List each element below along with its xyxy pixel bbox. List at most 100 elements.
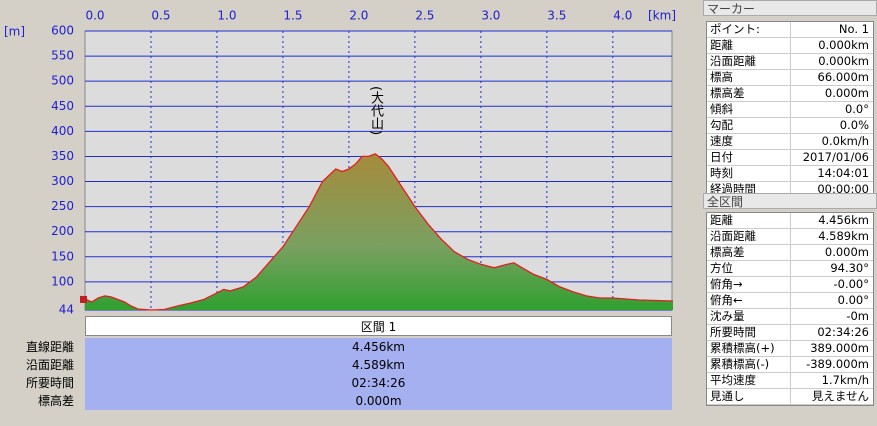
y-tick-label: 100	[51, 274, 74, 288]
row-label: 見通し	[707, 389, 791, 404]
row-label: 累積標高(+)	[707, 341, 791, 356]
x-tick-label: 1.0	[217, 9, 236, 23]
peak-annotation: (大代山)	[368, 86, 383, 136]
row-value: 0.0%	[839, 118, 869, 132]
section-row: 標高差 0.000m	[0, 392, 672, 410]
y-tick-label: 200	[51, 224, 74, 238]
table-row: 俯角← 0.00°	[707, 293, 873, 309]
row-value: 02:34:26	[85, 374, 672, 392]
table-row: 見通し 見えません	[707, 389, 873, 405]
x-axis-label: [km]	[648, 9, 676, 23]
row-label: 累積標高(-)	[707, 357, 791, 372]
marker-header: マーカー	[703, 0, 877, 16]
row-value: 94.30°	[830, 261, 869, 275]
row-label: 標高	[707, 70, 791, 85]
table-row: 距離 0.000km	[707, 38, 873, 54]
row-label: 沈み量	[707, 309, 791, 324]
table-row: 速度 0.0km/h	[707, 134, 873, 150]
row-label: 俯角→	[707, 277, 791, 292]
row-label: 標高差	[707, 86, 791, 101]
row-value: 1.7km/h	[821, 373, 869, 387]
row-value: No. 1	[838, 22, 869, 36]
table-row: 傾斜 0.0°	[707, 102, 873, 118]
table-row: 平均速度 1.7km/h	[707, 373, 873, 389]
table-row: 標高差 0.000m	[707, 86, 873, 102]
row-label: 距離	[707, 38, 791, 53]
row-label: 俯角←	[707, 293, 791, 308]
row-value: 見えません	[811, 389, 869, 403]
section-row: 沿面距離 4.589km	[0, 356, 672, 374]
table-row: 時刻 14:04:01	[707, 166, 873, 182]
row-value: 0.000km	[818, 54, 869, 68]
table-row: 沿面距離 0.000km	[707, 54, 873, 70]
row-value: 02:34:26	[817, 325, 869, 339]
y-axis-label: [m]	[4, 25, 25, 39]
row-value: 4.589km	[818, 229, 869, 243]
section-title: 区間 1	[85, 316, 672, 336]
marker-table: ポイント: No. 1 距離 0.000km 沿面距離 0.000km 標高 66.000m 標…	[706, 21, 874, 199]
table-row: 標高差 0.000m	[707, 245, 873, 261]
row-label: 経過時間	[707, 182, 791, 197]
row-label: 沿面距離	[707, 229, 791, 244]
table-row: 日付 2017/01/06	[707, 150, 873, 166]
x-tick-label: 2.5	[415, 9, 434, 23]
table-row: 沿面距離 4.589km	[707, 229, 873, 245]
table-row: ポイント: No. 1	[707, 22, 873, 38]
profile-line	[84, 153, 674, 311]
y-tick-label: 550	[51, 49, 74, 63]
row-value: 389.000m	[810, 341, 869, 355]
row-label: 方位	[707, 261, 791, 276]
row-label: 標高差	[37, 394, 74, 408]
row-value: 0.00°	[837, 293, 869, 307]
total-table: 距離 4.456km 沿面距離 4.589km 標高差 0.000m 方位 94.30° 俯角→…	[706, 212, 874, 406]
table-row: 累積標高(+) 389.000m	[707, 341, 873, 357]
row-label: 沿面距離	[707, 54, 791, 69]
y-tick-label: 300	[51, 174, 74, 188]
x-tick-label: 1.5	[283, 9, 302, 23]
table-row: 沈み量 -0m	[707, 309, 873, 325]
table-row: 俯角→ -0.00°	[707, 277, 873, 293]
table-row: 累積標高(-) -389.000m	[707, 357, 873, 373]
row-value: 0.000m	[85, 392, 672, 410]
table-row: 所要時間 02:34:26	[707, 325, 873, 341]
row-value: -0.00°	[833, 277, 869, 291]
row-label: 勾配	[707, 118, 791, 133]
y-tick-label: 44	[59, 303, 74, 317]
row-value: 0.000m	[824, 245, 869, 259]
row-value: 4.456km	[818, 213, 869, 227]
row-value: 0.000m	[824, 86, 869, 100]
x-tick-label: 3.0	[481, 9, 500, 23]
row-value: 00:00:00	[817, 182, 869, 196]
y-tick-label: 250	[51, 199, 74, 213]
x-tick-label: 4.0	[613, 9, 632, 23]
table-row: 距離 4.456km	[707, 213, 873, 229]
y-tick-label: 150	[51, 249, 74, 263]
row-label: 平均速度	[707, 373, 791, 388]
x-tick-label: 0.0	[85, 9, 104, 23]
profile-area	[85, 153, 673, 310]
row-value: 14:04:01	[817, 166, 869, 180]
row-label: 時刻	[707, 166, 791, 181]
row-value: 66.000m	[817, 70, 869, 84]
row-label: 速度	[707, 134, 791, 149]
row-value: 2017/01/06	[802, 150, 869, 164]
row-value: -389.000m	[806, 357, 869, 371]
row-label: 距離	[707, 213, 791, 228]
row-value: 0.0°	[844, 102, 869, 116]
total-header: 全区間	[703, 193, 877, 209]
row-label: 所要時間	[707, 325, 791, 340]
table-row: 勾配 0.0%	[707, 118, 873, 134]
x-tick-label: 3.5	[547, 9, 566, 23]
row-value: -0m	[846, 309, 869, 323]
start-marker	[80, 295, 87, 303]
row-value: 4.589km	[85, 356, 672, 374]
row-value: 0.000km	[818, 38, 869, 52]
y-tick-label: 350	[51, 149, 74, 163]
section-row: 所要時間 02:34:26	[0, 374, 672, 392]
x-tick-label: 2.0	[349, 9, 368, 23]
row-value: 0.0km/h	[821, 134, 869, 148]
row-label: 傾斜	[707, 102, 791, 117]
table-row: 標高 66.000m	[707, 70, 873, 86]
row-value: 4.456km	[85, 338, 672, 356]
